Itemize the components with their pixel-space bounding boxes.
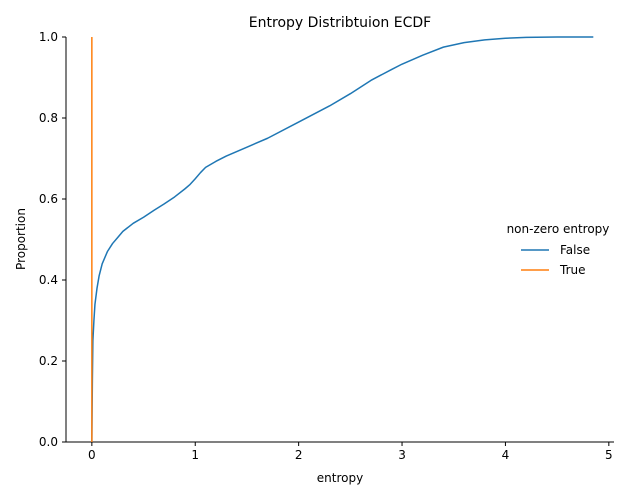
x-tick-label: 4 (502, 448, 510, 462)
legend: non-zero entropy False True (507, 222, 610, 277)
legend-label-false: False (560, 243, 590, 257)
y-tick-label: 1.0 (39, 30, 58, 44)
y-axis-label: Proportion (14, 208, 28, 270)
series-lines (91, 36, 594, 443)
chart-title: Entropy Distribtuion ECDF (249, 15, 431, 31)
x-tick-label: 5 (605, 448, 613, 462)
series-line-false (91, 36, 594, 443)
x-tick-label: 2 (295, 448, 303, 462)
y-tick-label: 0.0 (39, 435, 58, 449)
x-tick-label: 1 (191, 448, 199, 462)
x-tick-label: 3 (398, 448, 406, 462)
y-tick-label: 0.8 (39, 111, 58, 125)
legend-label-true: True (559, 263, 586, 277)
y-tick-label: 0.2 (39, 354, 58, 368)
legend-title: non-zero entropy (507, 222, 610, 236)
y-tick-label: 0.6 (39, 192, 58, 206)
x-axis-label: entropy (317, 471, 363, 485)
x-tick-label: 0 (88, 448, 96, 462)
y-tick-label: 0.4 (39, 273, 58, 287)
axes: 0 1 2 3 4 5 0.0 0.2 0.4 0.6 0.8 1.0 (39, 30, 614, 462)
